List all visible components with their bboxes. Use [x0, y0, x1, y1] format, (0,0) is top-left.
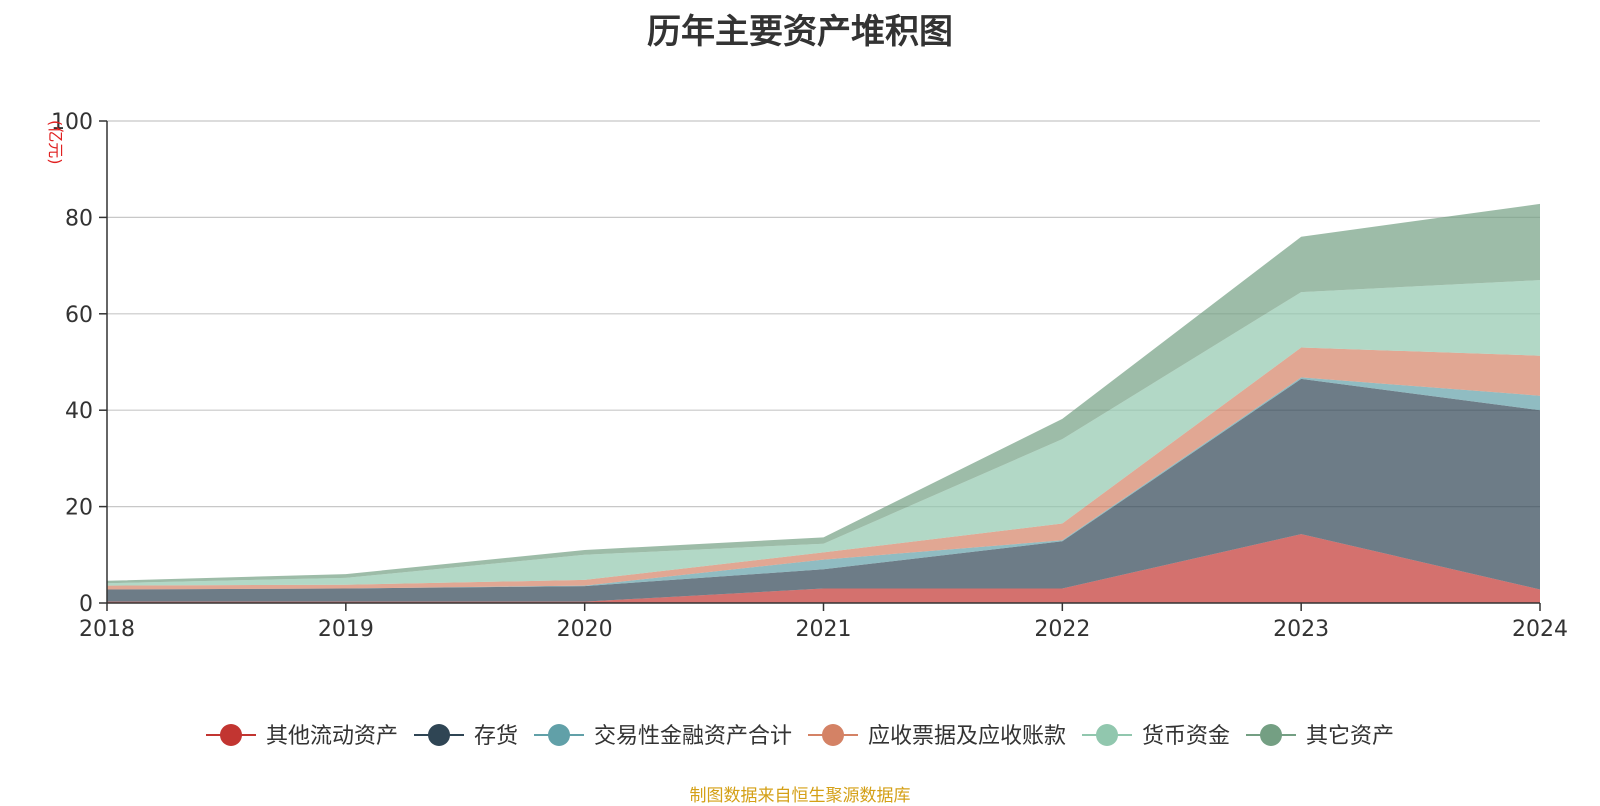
y-tick-label: 20 [65, 496, 93, 521]
axes: 0 20 40 60 80 100 2018 2019 2020 2021 2022 2023 2024 [51, 110, 1568, 642]
legend-item-5[interactable]: 其它资产 [1246, 724, 1394, 749]
area-series-3 [107, 347, 1540, 590]
legend-item-3[interactable]: 应收票据及应收账款 [808, 724, 1066, 749]
y-tick-label: 60 [65, 303, 93, 328]
legend-marker-icon [1096, 724, 1118, 746]
legend-item-4[interactable]: 货币资金 [1082, 724, 1230, 749]
legend-label: 其它资产 [1306, 724, 1394, 749]
area-series-4 [107, 280, 1540, 586]
legend-marker-icon [1260, 724, 1282, 746]
legend-item-1[interactable]: 存货 [414, 724, 518, 749]
x-tick-label: 2021 [796, 617, 852, 642]
y-tick-label: 0 [79, 592, 93, 617]
y-tick-label: 100 [51, 110, 93, 135]
x-tick-label: 2020 [557, 617, 613, 642]
y-axis-unit-label: (亿元) [46, 120, 65, 165]
legend-marker-icon [548, 724, 570, 746]
area-series-0 [107, 534, 1540, 603]
y-tick-label: 40 [65, 399, 93, 424]
area-series-1 [107, 378, 1540, 602]
x-tick-label: 2018 [79, 617, 135, 642]
legend-label: 存货 [474, 724, 518, 749]
x-tick-label: 2022 [1034, 617, 1090, 642]
legend-item-0[interactable]: 其他流动资产 [206, 724, 398, 749]
y-tick-label: 80 [65, 206, 93, 231]
source-note: 制图数据来自恒生聚源数据库 [689, 786, 911, 806]
chart-title: 历年主要资产堆积图 [647, 12, 953, 52]
x-tick-label: 2019 [318, 617, 374, 642]
area-series-5 [107, 203, 1540, 584]
legend-marker-icon [428, 724, 450, 746]
legend-label: 应收票据及应收账款 [868, 724, 1066, 749]
legend-label: 交易性金融资产合计 [594, 724, 792, 749]
legend-marker-icon [220, 724, 242, 746]
legend-marker-icon [822, 724, 844, 746]
area-series [107, 203, 1540, 603]
legend: 其他流动资产 存货 交易性金融资产合计 应收票据及应收账款 货币资金 其它资产 [206, 724, 1394, 749]
x-tick-label: 2023 [1273, 617, 1329, 642]
legend-item-2[interactable]: 交易性金融资产合计 [534, 724, 792, 749]
legend-label: 货币资金 [1142, 724, 1230, 749]
x-tick-label: 2024 [1512, 617, 1568, 642]
legend-label: 其他流动资产 [266, 724, 398, 749]
